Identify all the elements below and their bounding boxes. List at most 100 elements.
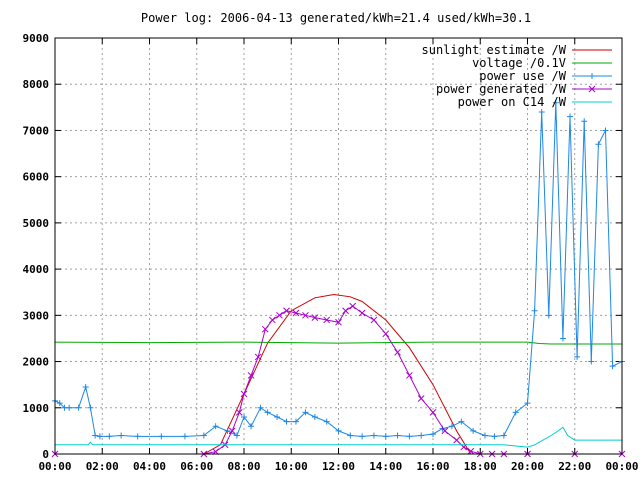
data-point <box>538 108 545 115</box>
x-tick-label: 00:00 <box>605 460 638 473</box>
legend-marker <box>588 85 596 93</box>
data-point <box>394 432 401 439</box>
data-point <box>491 433 498 440</box>
data-point <box>200 432 207 439</box>
x-tick-label: 10:00 <box>275 460 308 473</box>
data-point <box>66 404 73 411</box>
legend-marker <box>589 73 595 79</box>
data-point <box>481 432 488 439</box>
data-point <box>358 309 366 317</box>
data-point <box>574 353 581 360</box>
data-point <box>257 404 264 411</box>
x-axis: 00:00 02:00 04:00 06:00 08:00 10:00 12:00 14:00… <box>38 38 639 473</box>
data-point <box>349 302 357 310</box>
data-point <box>335 427 342 434</box>
series-3 <box>51 302 626 458</box>
data-point <box>276 311 283 319</box>
data-point <box>82 383 89 390</box>
data-point <box>458 418 465 425</box>
series-line <box>54 341 622 345</box>
data-point <box>323 316 331 324</box>
data-point <box>531 307 538 314</box>
data-point <box>233 432 240 439</box>
data-point <box>595 141 602 148</box>
legend-label: sunlight estimate /W <box>422 43 567 57</box>
data-point <box>248 423 255 430</box>
data-point <box>470 427 477 434</box>
x-tick-label: 20:00 <box>511 460 544 473</box>
series-4 <box>55 426 622 448</box>
data-point <box>134 433 141 440</box>
data-point <box>181 433 188 440</box>
series-2 <box>52 99 625 440</box>
data-point <box>87 404 94 411</box>
data-point <box>224 427 231 434</box>
y-tick-label: 5000 <box>23 217 50 230</box>
legend-label: power generated /W <box>436 82 567 96</box>
y-tick-label: 2000 <box>23 356 50 369</box>
data-point <box>158 433 165 440</box>
data-point <box>370 316 378 324</box>
data-point <box>406 433 413 440</box>
data-point <box>283 307 290 315</box>
data-point <box>406 372 413 379</box>
data-point <box>261 325 269 333</box>
data-point <box>254 353 262 361</box>
data-point <box>311 414 318 421</box>
series-1 <box>54 341 622 345</box>
data-point <box>418 432 425 439</box>
data-point <box>118 432 125 439</box>
data-point <box>247 372 255 379</box>
x-tick-label: 12:00 <box>322 460 355 473</box>
data-point <box>335 318 342 326</box>
data-point <box>467 447 475 455</box>
data-point <box>96 433 103 440</box>
data-point <box>394 348 401 356</box>
data-point <box>268 316 276 324</box>
data-point <box>429 409 437 416</box>
data-point <box>417 395 425 402</box>
data-point <box>382 330 390 338</box>
y-tick-label: 0 <box>42 448 49 461</box>
data-point <box>264 409 271 416</box>
y-tick-label: 3000 <box>23 309 50 322</box>
data-point <box>302 409 309 416</box>
y-tick-label: 9000 <box>23 32 50 45</box>
data-point <box>370 432 377 439</box>
data-point <box>453 436 460 444</box>
data-point <box>311 314 319 321</box>
data-point <box>512 409 519 416</box>
data-point <box>292 418 299 425</box>
series-0 <box>203 293 472 455</box>
legend-label: power on C14 /W <box>458 95 567 109</box>
series-line <box>203 293 472 455</box>
x-tick-label: 14:00 <box>369 460 402 473</box>
data-point <box>75 404 82 411</box>
data-point <box>235 409 243 416</box>
data-point <box>283 418 290 425</box>
x-tick-label: 22:00 <box>558 460 591 473</box>
data-point <box>212 423 219 430</box>
series-line <box>55 426 622 448</box>
data-point <box>552 99 559 106</box>
y-tick-label: 7000 <box>23 124 50 137</box>
data-point <box>106 433 113 440</box>
y-tick-label: 4000 <box>23 263 50 276</box>
data-point <box>382 433 389 440</box>
data-point <box>430 431 436 438</box>
data-point <box>92 432 99 439</box>
x-tick-label: 16:00 <box>416 460 449 473</box>
x-tick-label: 08:00 <box>227 460 260 473</box>
x-tick-label: 02:00 <box>86 460 119 473</box>
data-point <box>609 363 616 370</box>
data-point <box>302 311 309 319</box>
data-point <box>342 307 349 315</box>
y-tick-label: 8000 <box>23 78 50 91</box>
data-point <box>359 433 366 440</box>
data-point <box>241 414 247 421</box>
x-tick-label: 18:00 <box>464 460 497 473</box>
data-point <box>441 427 449 435</box>
x-tick-label: 04:00 <box>133 460 166 473</box>
data-point <box>588 358 595 365</box>
